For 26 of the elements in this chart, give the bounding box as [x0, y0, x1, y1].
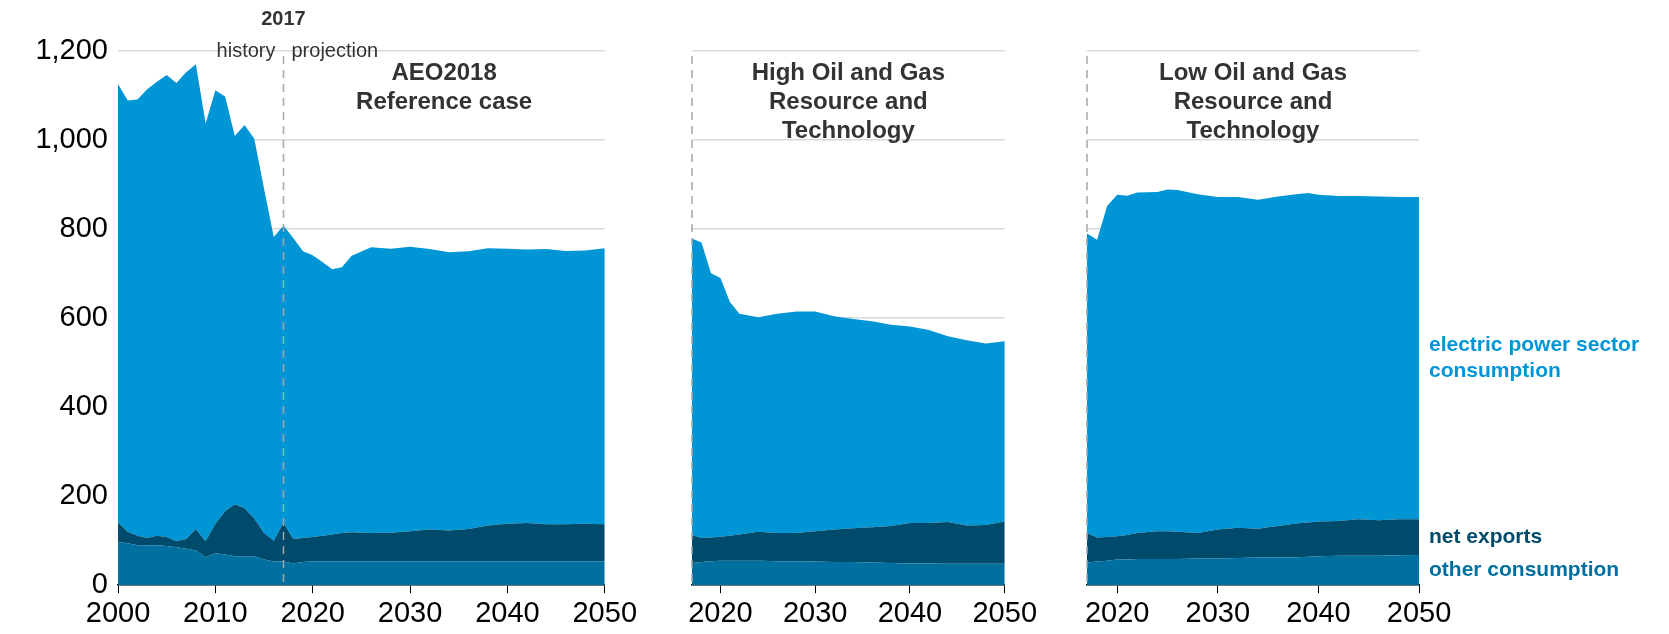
x-tick-label: 2050 [1386, 595, 1452, 628]
x-tick-label: 2040 [877, 595, 943, 628]
y-tick-label: 800 [59, 211, 108, 244]
y-tick-label: 400 [59, 389, 108, 422]
x-tick-label: 2050 [572, 595, 637, 628]
annotation: history [216, 38, 276, 61]
y-tick-label: 200 [59, 478, 108, 511]
ref-line-label: 2017 [261, 6, 306, 29]
series-label: other consumption [1429, 556, 1620, 580]
x-tick-label: 2020 [1084, 595, 1150, 628]
x-tick-label: 2030 [377, 595, 443, 628]
x-tick-label: 2040 [475, 595, 540, 628]
series-label: electric power sector consumption [1429, 331, 1640, 381]
y-tick-label: 1,200 [35, 33, 108, 65]
y-tick-label: 600 [59, 300, 108, 333]
y-tick-label: 1,000 [35, 122, 108, 155]
x-tick-label: 2020 [688, 595, 753, 628]
x-tick-label: 2020 [280, 595, 345, 628]
text: High Oil and Gas Resource and Technology [751, 57, 946, 143]
x-tick-label: 2050 [972, 595, 1037, 628]
x-tick-label: 2010 [183, 595, 248, 628]
x-tick-label: 2030 [782, 595, 848, 628]
x-tick-label: 2030 [1185, 595, 1251, 628]
x-tick-label: 2040 [1286, 595, 1351, 628]
text: Low Oil and Gas Resource and Technology [1158, 57, 1348, 143]
series-label: net exports [1429, 523, 1543, 547]
